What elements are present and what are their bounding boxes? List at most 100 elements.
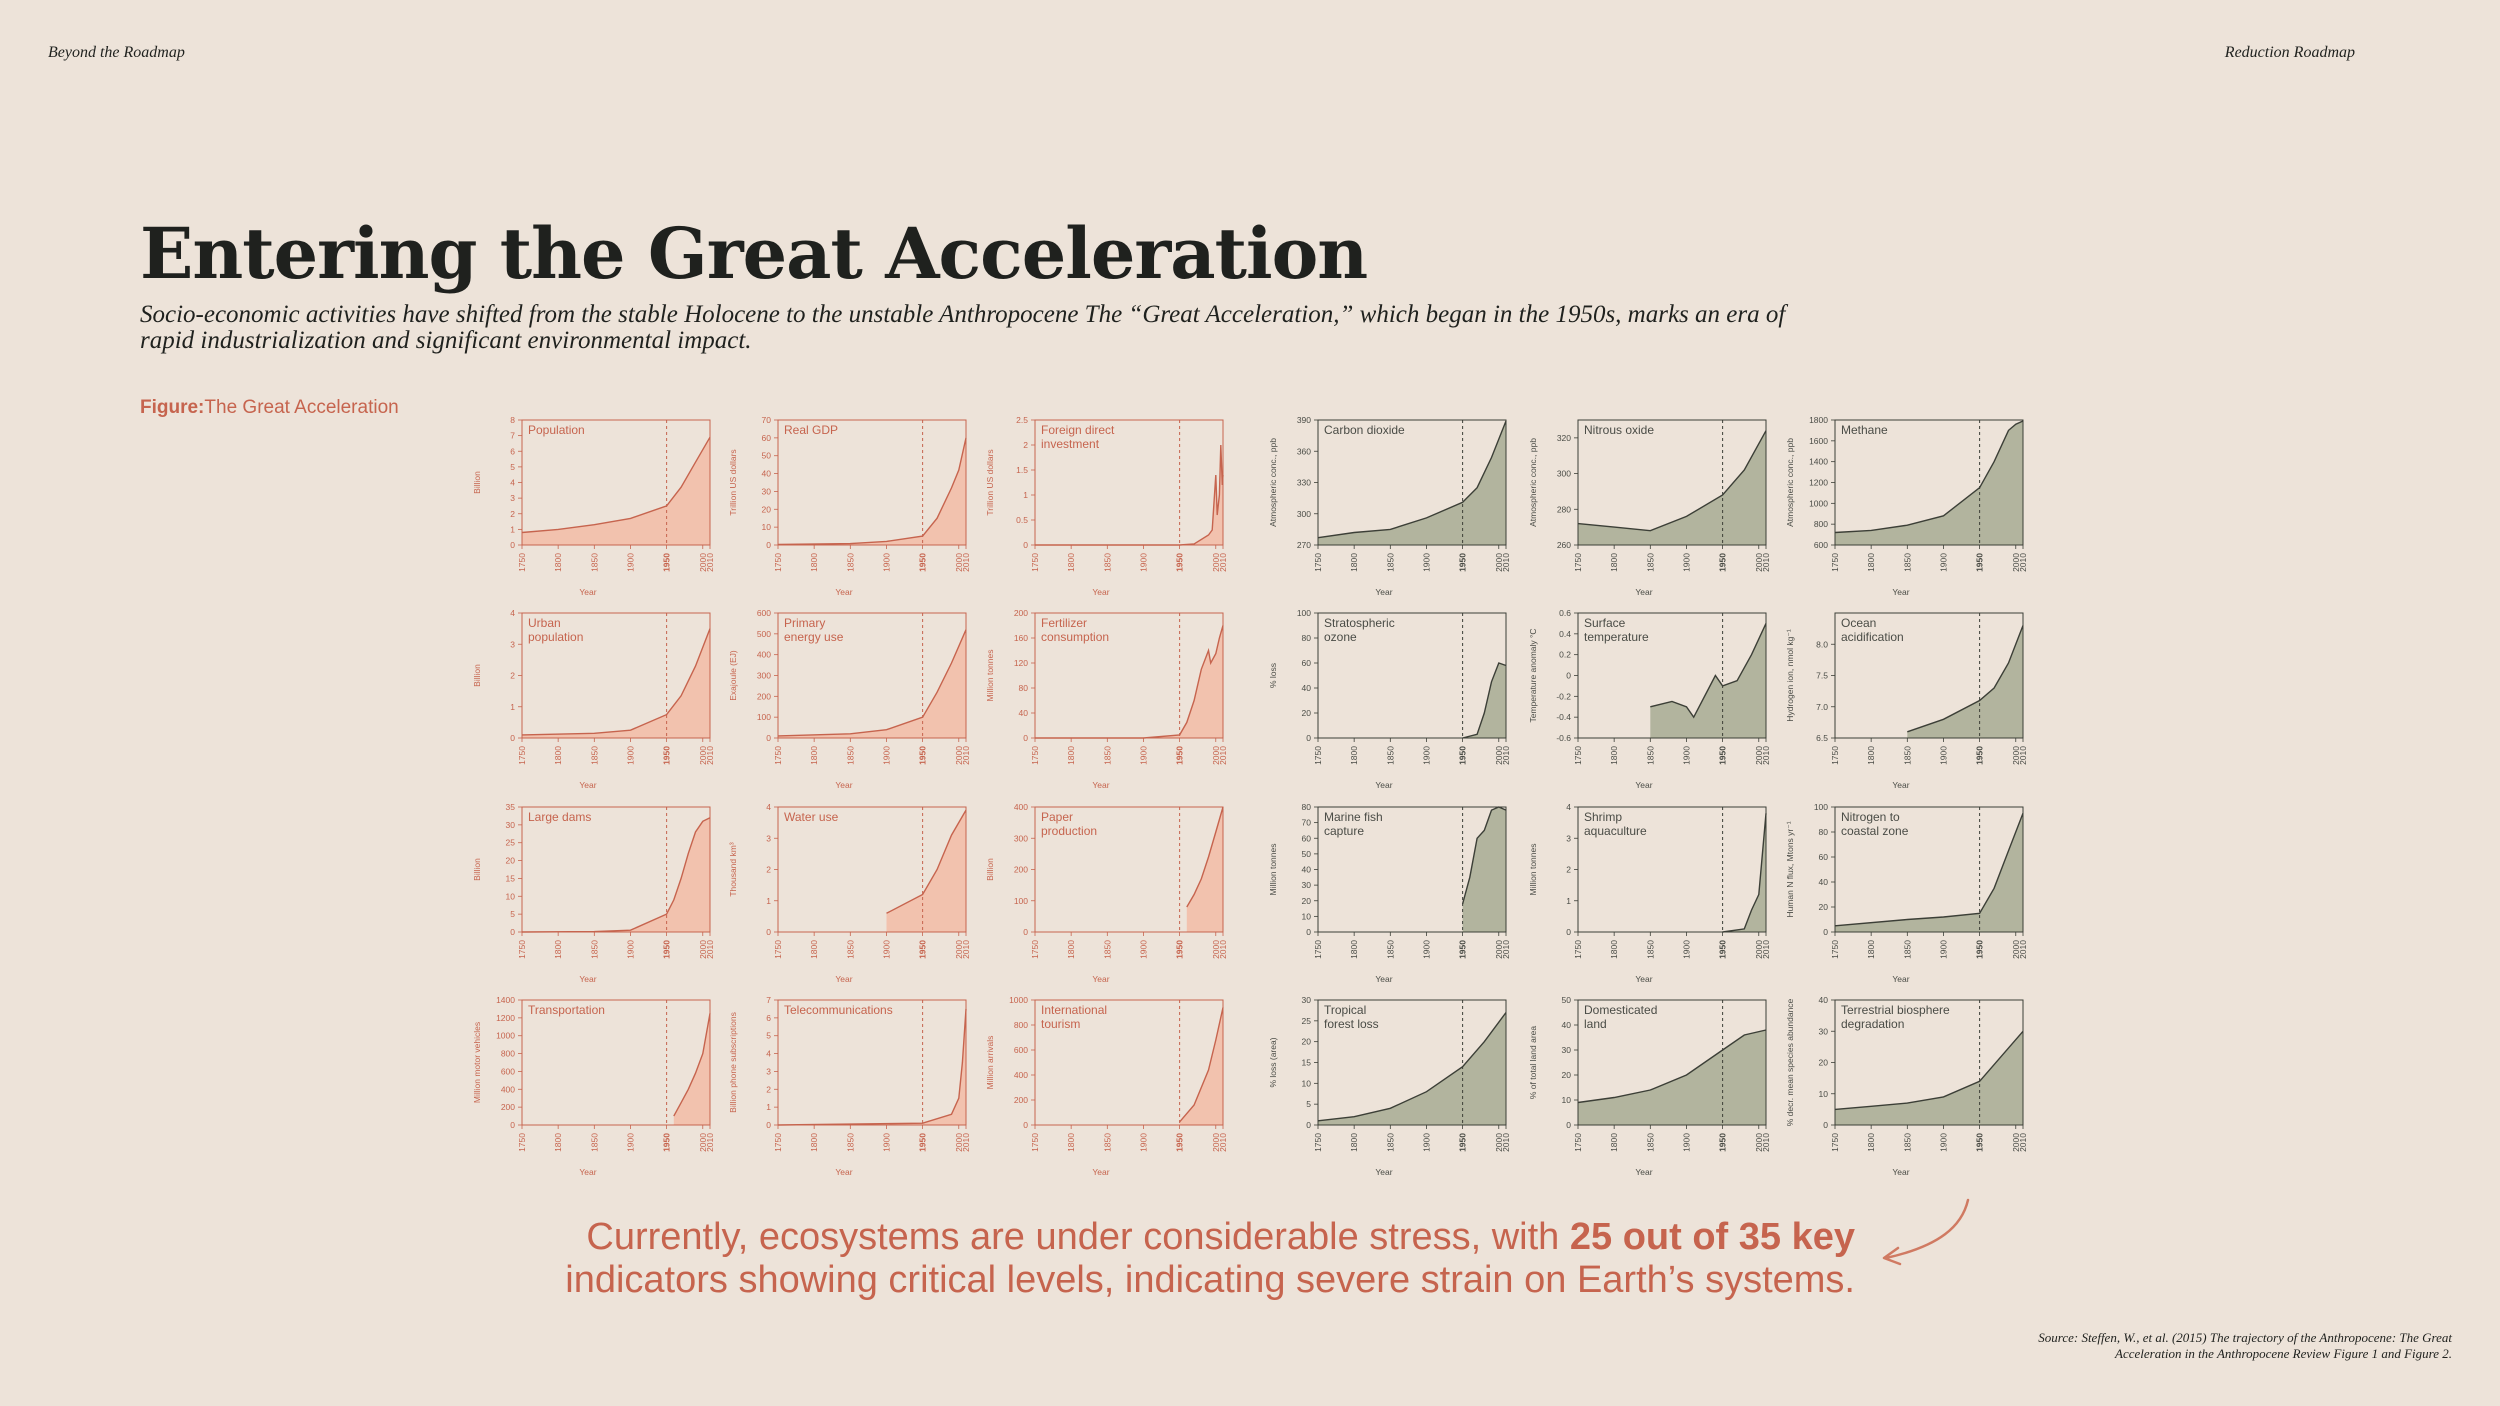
y-tick-label-16-3: 0 [1566, 671, 1571, 681]
y-tick-label-10-1: 1 [766, 1102, 771, 1112]
y-tick-label-2-0: 0 [1023, 540, 1028, 550]
panel-title-line-5-0: Fertilizer [1041, 616, 1087, 630]
x-tick-label-18-4: 1950 [1458, 940, 1468, 959]
chart-panel-20: Nitrogen to coastal zone 0 20 40 60 80 100 Human… [1785, 802, 2028, 984]
x-tick-label-11-1: 1800 [1066, 1133, 1076, 1152]
y-tick-label-19-2: 2 [1566, 865, 1571, 875]
y-tick-label-6-7: 35 [506, 802, 516, 812]
y-tick-label-16-5: 0.4 [1559, 629, 1571, 639]
page-subtitle: Socio-economic activities have shifted f… [140, 301, 1786, 354]
x-tick-label-16-2: 1850 [1645, 746, 1655, 765]
y-tick-label-18-4: 40 [1302, 865, 1312, 875]
x-tick-label-5-6: 2010 [1218, 746, 1228, 765]
y-tick-label-13-1: 280 [1557, 504, 1571, 514]
series-area-11 [1179, 1007, 1223, 1125]
panel-title-line-15-1: ozone [1324, 630, 1357, 644]
x-tick-label-17-6: 2010 [2018, 746, 2028, 765]
y-tick-label-21-0: 0 [1306, 1120, 1311, 1130]
panel-title-line-12-0: Carbon dioxide [1324, 423, 1405, 437]
series-line-10 [777, 1008, 967, 1126]
y-tick-label-3-4: 4 [510, 608, 515, 618]
y-tick-label-1-1: 10 [762, 522, 772, 532]
panel-title-line-21-0: Tropical [1324, 1003, 1366, 1017]
x-tick-label-16-6: 2010 [1761, 746, 1771, 765]
x-axis-label-1: Year [835, 587, 852, 597]
x-axis-label-0: Year [579, 587, 596, 597]
y-tick-label-6-1: 5 [510, 909, 515, 919]
series-line-19 [1722, 813, 1767, 933]
y-tick-label-18-7: 70 [1302, 818, 1312, 828]
x-tick-label-15-2: 1850 [1385, 746, 1395, 765]
y-axis-label-1: Trillion US dollars [728, 449, 738, 515]
y-tick-label-17-1: 7.0 [1816, 702, 1828, 712]
x-tick-label-11-2: 1850 [1102, 1133, 1112, 1152]
x-tick-label-20-6: 2010 [2018, 940, 2028, 959]
y-tick-label-10-2: 2 [766, 1084, 771, 1094]
y-tick-label-11-2: 400 [1014, 1070, 1028, 1080]
y-tick-label-4-5: 500 [757, 629, 771, 639]
plot-frame-5 [1034, 612, 1224, 739]
y-tick-label-16-4: 0.2 [1559, 650, 1571, 660]
y-tick-label-5-1: 40 [1019, 708, 1029, 718]
x-tick-label-18-6: 2010 [1501, 940, 1511, 959]
y-tick-label-15-3: 60 [1302, 658, 1312, 668]
y-tick-label-8-3: 300 [1014, 833, 1028, 843]
x-tick-label-11-0: 1750 [1030, 1133, 1040, 1152]
panel-title-5: Fertilizer consumption [1041, 616, 1109, 644]
x-axis-label-16: Year [1635, 780, 1652, 790]
x-tick-label-12-4: 1950 [1458, 553, 1468, 572]
x-tick-label-20-5: 2000 [2011, 940, 2021, 959]
panel-title-line-4-1: energy use [784, 630, 844, 644]
x-axis-label-9: Year [579, 1167, 596, 1177]
y-tick-label-1-3: 30 [762, 486, 772, 496]
x-tick-label-2-2: 1850 [1102, 553, 1112, 572]
series-area-12 [1318, 421, 1506, 545]
panel-title-16: Surface temperature [1584, 616, 1649, 644]
y-tick-label-4-0: 0 [766, 733, 771, 743]
x-tick-label-5-5: 2000 [1211, 746, 1221, 765]
y-tick-label-22-1: 10 [1562, 1095, 1572, 1105]
series-area-2 [1035, 445, 1223, 545]
callout-text: Currently, ecosystems are under consider… [455, 1216, 1855, 1302]
panel-title-line-16-1: temperature [1584, 630, 1649, 644]
y-axis-label-15: % loss [1268, 663, 1278, 688]
x-axis-label-22: Year [1635, 1167, 1652, 1177]
y-tick-label-0-5: 5 [510, 462, 515, 472]
x-tick-label-11-6: 2010 [1218, 1133, 1228, 1152]
panel-title-13: Nitrous oxide [1584, 423, 1654, 437]
y-tick-label-10-0: 0 [766, 1120, 771, 1130]
header-right: Reduction Roadmap [2224, 44, 2355, 61]
panel-title-3: Urban population [528, 616, 583, 644]
series-area-13 [1578, 430, 1766, 545]
x-axis-label-14: Year [1892, 587, 1909, 597]
panel-title-23: Terrestrial biosphere degradation [1841, 1003, 1950, 1031]
chart-panel-11: International tourism 0 200 400 600 800 1000 Mil… [985, 995, 1228, 1177]
x-tick-label-6-2: 1850 [589, 940, 599, 959]
y-tick-label-21-3: 15 [1302, 1058, 1312, 1068]
panel-title-17: Ocean acidification [1841, 616, 1904, 644]
x-tick-label-5-0: 1750 [1030, 746, 1040, 765]
x-tick-label-9-2: 1850 [589, 1133, 599, 1152]
series-line-21 [1317, 1012, 1507, 1122]
y-tick-label-12-1: 300 [1297, 509, 1311, 519]
x-tick-label-7-5: 2000 [954, 940, 964, 959]
x-tick-label-22-5: 2000 [1754, 1133, 1764, 1152]
x-tick-label-10-6: 2010 [961, 1133, 971, 1152]
series-line-1 [777, 437, 967, 546]
y-tick-label-8-0: 0 [1023, 927, 1028, 937]
y-tick-label-23-3: 30 [1819, 1026, 1829, 1036]
y-tick-label-8-2: 200 [1014, 865, 1028, 875]
x-tick-label-20-3: 1900 [1938, 940, 1948, 959]
x-tick-label-9-1: 1800 [553, 1133, 563, 1152]
x-tick-label-1-2: 1850 [845, 553, 855, 572]
panel-title-line-4-0: Primary [784, 616, 825, 630]
y-tick-label-16-0: -0.6 [1556, 733, 1571, 743]
plot-frame-10 [777, 999, 967, 1126]
x-tick-label-14-0: 1750 [1830, 553, 1840, 572]
x-tick-label-2-4: 1950 [1175, 553, 1185, 572]
panel-title-1: Real GDP [784, 423, 838, 437]
panel-title-line-10-0: Telecommunications [784, 1003, 893, 1017]
y-axis-label-22: % of total land area [1528, 1026, 1538, 1100]
x-tick-label-22-1: 1800 [1609, 1133, 1619, 1152]
x-tick-label-20-4: 1950 [1975, 940, 1985, 959]
